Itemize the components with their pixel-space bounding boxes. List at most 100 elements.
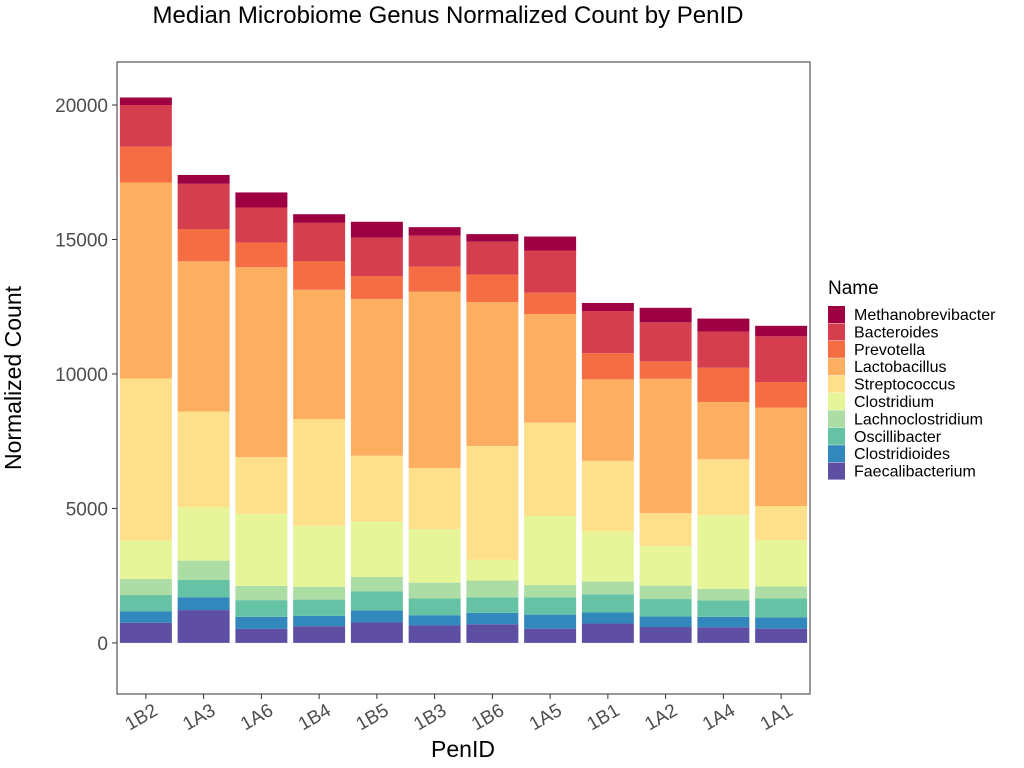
bar-segment-1B5-lactobacillus [350, 298, 403, 456]
bar-segment-1B2-lactobacillus [119, 182, 172, 379]
bar-segment-1A4-lachnoclostridium [697, 588, 750, 601]
bar-segment-1A5-faecalibacterium [524, 628, 577, 643]
legend-label-faecalibacterium: Faecalibacterium [854, 464, 976, 481]
bar-segment-1B1-oscillibacter [581, 594, 634, 613]
legend-label-bacteroides: Bacteroides [854, 324, 939, 341]
bar-segment-1B2-clostridioides [119, 611, 172, 623]
bar-segment-1B3-prevotella [408, 266, 461, 292]
bar-segment-1B6-oscillibacter [466, 597, 519, 613]
bar-segment-1A1-faecalibacterium [755, 628, 808, 643]
legend-key-clostridioides [828, 445, 845, 463]
bar-segment-1B6-prevotella [466, 274, 519, 303]
bar-segment-1A1-lachnoclostridium [755, 586, 808, 599]
bar-segment-1A1-streptococcus [755, 506, 808, 541]
bar-segment-1B1-prevotella [581, 353, 634, 380]
legend-label-oscillibacter: Oscillibacter [854, 429, 942, 446]
legend-key-streptococcus [828, 375, 845, 393]
bar-segment-1B4-lactobacillus [293, 289, 346, 420]
y-tick-label: 15000 [55, 230, 108, 251]
bar-segment-1A4-methanobrevibacter [697, 318, 750, 332]
x-tick-label-1A6: 1A6 [237, 700, 277, 735]
y-tick-label: 0 [97, 634, 108, 655]
x-tick-label-1B2: 1B2 [122, 700, 162, 735]
bar-segment-1B5-lachnoclostridium [350, 577, 403, 592]
bar-segment-1B2-lachnoclostridium [119, 578, 172, 596]
bar-segment-1B5-oscillibacter [350, 591, 403, 611]
bar-segment-1B1-lachnoclostridium [581, 581, 634, 595]
y-tick-label: 5000 [66, 499, 108, 520]
legend-label-lactobacillus: Lactobacillus [854, 359, 947, 376]
bar-segment-1B6-streptococcus [466, 446, 519, 560]
bar-segment-1B5-methanobrevibacter [350, 221, 403, 238]
bar-segment-1A6-lachnoclostridium [235, 585, 288, 601]
bar-segment-1A4-prevotella [697, 367, 750, 402]
bar-segment-1A3-clostridioides [177, 597, 230, 611]
bar-segment-1A1-clostridium [755, 540, 808, 587]
legend-key-faecalibacterium [828, 462, 845, 480]
legend-label-methanobrevibacter: Methanobrevibacter [854, 307, 996, 324]
bar-segment-1B3-lactobacillus [408, 291, 461, 469]
bar-segment-1B6-clostridioides [466, 612, 519, 625]
bar-segment-1A5-clostridium [524, 515, 577, 586]
bar-segment-1A4-oscillibacter [697, 600, 750, 617]
bar-segment-1A6-prevotella [235, 242, 288, 268]
bar-segment-1A2-lachnoclostridium [639, 585, 692, 600]
bar-segment-1A4-bacteroides [697, 331, 750, 368]
x-tick-label-1A4: 1A4 [699, 700, 739, 735]
bar-segment-1B2-methanobrevibacter [119, 97, 172, 106]
bar-segment-1A1-bacteroides [755, 336, 808, 383]
legend-label-lachnoclostridium: Lachnoclostridium [854, 411, 983, 428]
bar-segment-1B6-lachnoclostridium [466, 580, 519, 598]
bar-segment-1B4-oscillibacter [293, 599, 346, 616]
bar-segment-1A2-bacteroides [639, 322, 692, 362]
bar-segment-1A1-methanobrevibacter [755, 325, 808, 337]
bar-segment-1B6-methanobrevibacter [466, 234, 519, 242]
bar-segment-1A4-clostridioides [697, 616, 750, 628]
bar-segment-1B2-clostridium [119, 540, 172, 579]
bar-segment-1B3-methanobrevibacter [408, 227, 461, 236]
x-tick-label-1A3: 1A3 [179, 700, 219, 735]
bar-segment-1A2-clostridioides [639, 616, 692, 628]
bar-segment-1A6-faecalibacterium [235, 628, 288, 643]
bar-segment-1A5-lactobacillus [524, 313, 577, 423]
bar-segment-1A6-oscillibacter [235, 600, 288, 617]
legend: Name MethanobrevibacterBacteroidesPrevot… [828, 278, 996, 481]
x-tick-label-1A1: 1A1 [757, 700, 797, 735]
bars-layer [119, 97, 808, 643]
bar-segment-1B4-bacteroides [293, 222, 346, 262]
bar-segment-1A6-streptococcus [235, 457, 288, 514]
bar-segment-1B5-faecalibacterium [350, 622, 403, 643]
bar-segment-1B1-lactobacillus [581, 379, 634, 461]
bar-segment-1A5-clostridioides [524, 614, 577, 629]
legend-label-clostridioides: Clostridioides [854, 446, 950, 463]
bar-segment-1A5-methanobrevibacter [524, 236, 577, 251]
bar-segment-1A4-lactobacillus [697, 401, 750, 460]
bar-segment-1B1-streptococcus [581, 460, 634, 532]
bar-segment-1A2-streptococcus [639, 513, 692, 547]
y-axis-title: Normalized Count [0, 285, 26, 470]
bar-segment-1B3-streptococcus [408, 468, 461, 530]
bar-segment-1B5-bacteroides [350, 237, 403, 277]
bar-segment-1A2-oscillibacter [639, 599, 692, 617]
x-tick-label-1B6: 1B6 [468, 700, 508, 735]
legend-label-prevotella: Prevotella [854, 342, 925, 359]
x-tick-label-1B3: 1B3 [410, 700, 450, 735]
bar-segment-1A1-clostridioides [755, 617, 808, 629]
bar-segment-1A1-oscillibacter [755, 598, 808, 618]
bar-segment-1B1-methanobrevibacter [581, 302, 634, 312]
bar-segment-1B1-bacteroides [581, 311, 634, 354]
bar-segment-1B1-clostridium [581, 531, 634, 582]
bar-segment-1A5-bacteroides [524, 250, 577, 293]
bar-segment-1A6-bacteroides [235, 207, 288, 243]
bar-segment-1B6-bacteroides [466, 241, 519, 275]
x-axis-title: PenID [431, 736, 495, 762]
legend-key-methanobrevibacter [828, 306, 845, 323]
legend-title: Name [828, 278, 879, 299]
bar-segment-1A5-prevotella [524, 292, 577, 314]
bar-segment-1B3-oscillibacter [408, 598, 461, 616]
bar-segment-1B3-lachnoclostridium [408, 582, 461, 599]
bar-segment-1A6-clostridioides [235, 616, 288, 629]
legend-key-bacteroides [828, 323, 845, 341]
x-tick-label-1A5: 1A5 [526, 700, 566, 735]
